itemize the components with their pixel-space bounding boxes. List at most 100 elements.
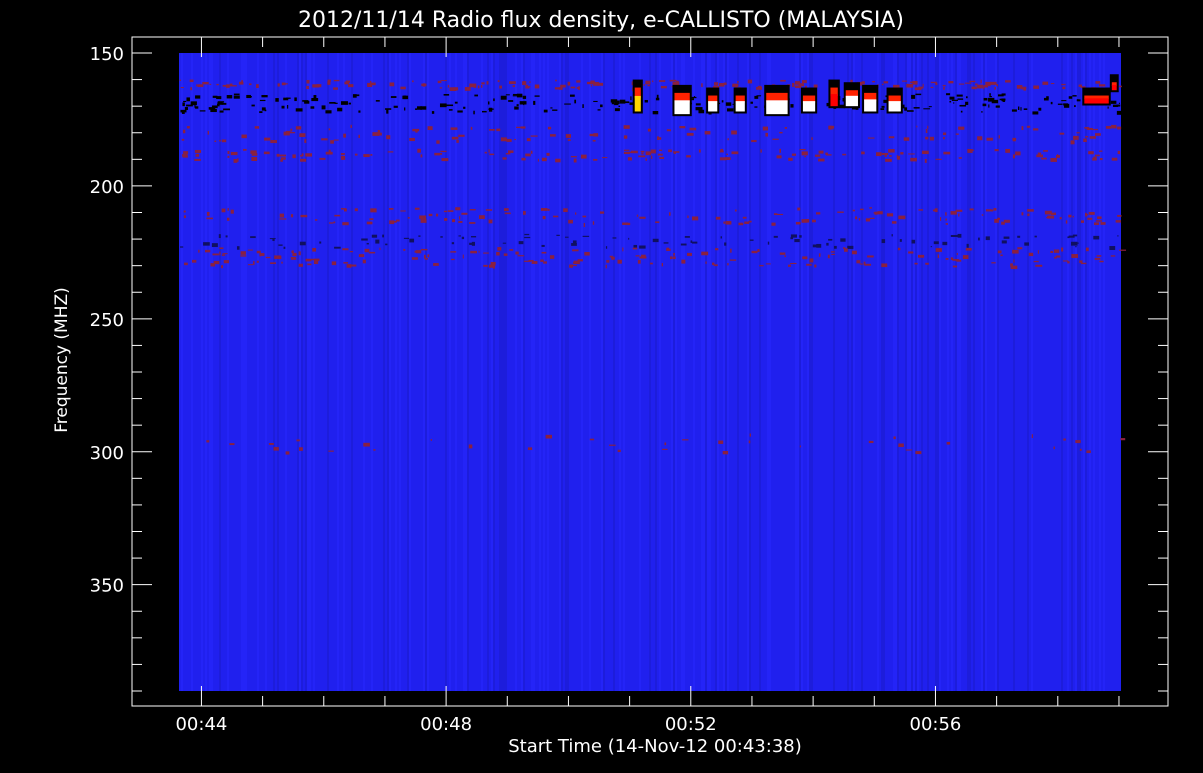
band-pixel — [474, 94, 479, 97]
band-pixel — [459, 216, 461, 220]
x-tick-label: 00:48 — [420, 714, 472, 735]
band-pixel — [182, 154, 187, 157]
band-pixel — [542, 215, 546, 220]
band-pixel — [218, 234, 221, 239]
time-column-stripe — [211, 53, 213, 691]
burst-edge — [1111, 82, 1117, 86]
time-column-stripe — [539, 53, 541, 691]
band-pixel — [645, 80, 651, 85]
band-pixel — [623, 135, 628, 139]
band-pixel — [342, 222, 349, 226]
y-tick-label: 250 — [90, 310, 124, 331]
time-column-stripe — [1099, 53, 1101, 691]
band-pixel — [802, 256, 808, 260]
x-axis-label: Start Time (14-Nov-12 00:43:38) — [508, 736, 802, 757]
time-column-stripe — [1013, 53, 1015, 691]
band-pixel — [250, 96, 252, 98]
band-pixel — [437, 80, 442, 84]
band-pixel — [965, 101, 969, 105]
band-pixel — [508, 100, 514, 102]
band-pixel — [358, 134, 360, 138]
band-pixel — [982, 103, 987, 107]
band-pixel — [211, 105, 218, 109]
band-pixel — [285, 130, 291, 134]
band-pixel — [1068, 96, 1073, 99]
band-pixel — [212, 95, 218, 98]
band-pixel — [1087, 217, 1093, 220]
band-pixel — [345, 80, 351, 83]
band-pixel — [896, 155, 898, 159]
band-pixel — [1028, 252, 1034, 257]
radio-burst — [864, 99, 877, 112]
band-pixel — [256, 250, 261, 254]
band-pixel — [924, 159, 927, 163]
time-column-stripe — [955, 53, 957, 691]
band-pixel — [1023, 86, 1027, 91]
time-column-stripe — [337, 53, 339, 691]
band-pixel — [988, 104, 990, 108]
band-pixel — [362, 259, 366, 264]
band-pixel — [891, 234, 893, 237]
band-pixel — [516, 104, 519, 106]
band-pixel — [798, 83, 804, 87]
band-pixel — [227, 208, 229, 211]
band-pixel — [366, 221, 373, 225]
band-pixel — [826, 154, 832, 156]
band-pixel — [627, 157, 631, 161]
time-column-stripe — [313, 53, 315, 691]
band-pixel — [246, 94, 251, 99]
band-pixel — [1110, 100, 1117, 104]
band-pixel — [762, 126, 768, 131]
band-pixel — [352, 94, 357, 98]
band-pixel — [799, 235, 802, 238]
band-pixel — [606, 260, 610, 263]
band-pixel — [975, 83, 978, 86]
time-column-stripe — [351, 53, 353, 691]
band-pixel — [280, 157, 286, 160]
band-pixel — [577, 259, 583, 262]
band-pixel — [779, 131, 783, 134]
band-pixel — [730, 248, 732, 253]
time-column-stripe — [907, 53, 909, 691]
band-pixel — [285, 451, 290, 455]
time-column-stripe — [301, 53, 303, 691]
band-pixel — [236, 246, 240, 250]
band-pixel — [814, 154, 821, 157]
band-pixel — [661, 263, 664, 267]
band-pixel — [748, 440, 751, 444]
band-pixel — [859, 208, 864, 211]
band-pixel — [939, 217, 942, 221]
band-pixel — [411, 257, 418, 260]
time-column-stripe — [455, 53, 457, 691]
band-pixel — [492, 264, 495, 269]
band-pixel — [722, 450, 729, 455]
band-pixel — [533, 100, 536, 105]
band-pixel — [617, 259, 622, 264]
band-pixel — [1050, 101, 1053, 105]
band-pixel — [586, 81, 593, 85]
band-pixel — [502, 157, 507, 160]
band-pixel — [636, 214, 639, 217]
time-column-stripe — [905, 53, 907, 691]
band-pixel — [469, 83, 477, 88]
band-pixel — [328, 128, 331, 131]
band-pixel — [794, 239, 800, 243]
band-pixel — [197, 84, 204, 88]
band-pixel — [180, 87, 184, 89]
band-pixel — [756, 95, 762, 97]
band-pixel — [629, 102, 633, 105]
band-pixel — [180, 246, 184, 248]
band-pixel — [718, 440, 724, 444]
band-pixel — [858, 218, 861, 221]
time-column-stripe — [851, 53, 853, 691]
band-pixel — [543, 109, 548, 113]
band-pixel — [1080, 86, 1086, 88]
band-pixel — [656, 94, 659, 98]
band-pixel — [576, 86, 580, 89]
band-pixel — [1012, 249, 1019, 254]
band-pixel — [183, 100, 187, 103]
band-pixel — [1096, 255, 1102, 257]
band-pixel — [240, 251, 246, 255]
band-pixel — [649, 262, 653, 265]
band-pixel — [1021, 126, 1024, 131]
